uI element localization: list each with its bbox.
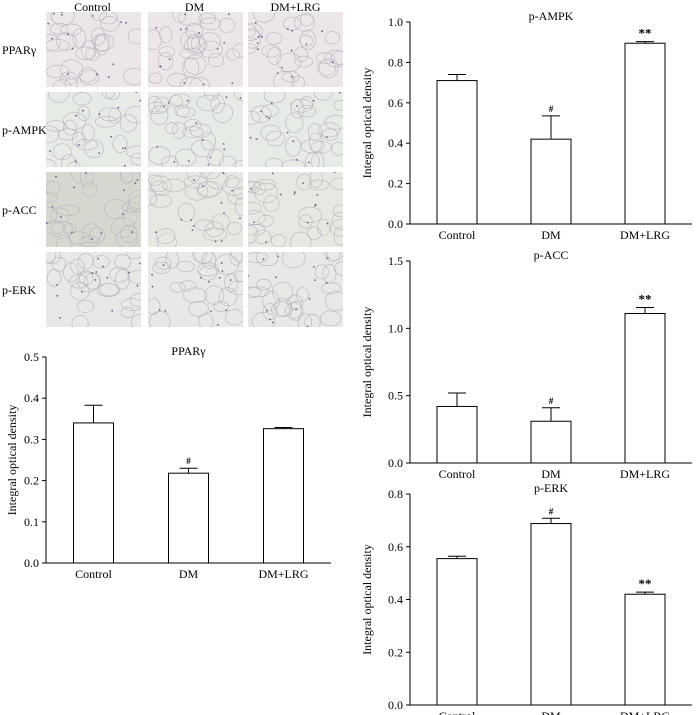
- x-tick-label: Control: [439, 467, 476, 481]
- x-tick-label: Control: [439, 709, 476, 715]
- y-tick-label: 1.0: [388, 15, 403, 29]
- chart-title: p-AMPK: [529, 9, 574, 23]
- significance-marker: #: [549, 396, 554, 406]
- micrograph-tile: [148, 252, 243, 327]
- y-tick-label: 0.0: [388, 217, 403, 231]
- y-tick-label: 0.5: [388, 389, 403, 403]
- y-axis-label: Integral optical density: [5, 405, 19, 516]
- bar: [530, 523, 572, 706]
- chart-pampk: 0.0 0.2 0.4 0.6 0.8 1.0 Integral optical densi…: [360, 9, 692, 242]
- y-tick-label: 0.6: [388, 96, 403, 110]
- x-tick-label: DM+LRG: [620, 467, 670, 481]
- bar: [624, 593, 666, 706]
- x-tick-label: DM+LRG: [620, 709, 670, 715]
- micrograph-panel: Control DM DM+LRG PPARγ p-AMPK p-ACC p-E…: [0, 0, 345, 335]
- x-tick-label: DM+LRG: [258, 567, 308, 581]
- row-label-pampk: p-AMPK: [2, 123, 47, 137]
- y-tick-label: 0.2: [388, 645, 403, 659]
- micrograph-tile: [248, 172, 343, 247]
- micrograph-tile: [248, 92, 343, 167]
- micrograph-tile: [248, 12, 343, 87]
- column-label-control: Control: [74, 0, 111, 14]
- x-tick-label: DM+LRG: [620, 228, 670, 242]
- y-tick-label: 0.0: [24, 556, 39, 570]
- bar: [530, 420, 572, 464]
- significance-marker: #: [549, 506, 554, 516]
- y-tick-label: 0.0: [388, 456, 403, 470]
- micrograph-tile: [148, 12, 243, 87]
- y-tick-label: 0.1: [24, 515, 39, 529]
- y-tick-label: 0.5: [24, 350, 39, 364]
- bar: [263, 428, 304, 564]
- x-tick-label: Control: [75, 567, 112, 581]
- micrograph-tile: [46, 12, 141, 87]
- micrograph-tile: [148, 172, 243, 247]
- chart-pparg: 0.0 0.1 0.2 0.3 0.4 0.5 Integral optical densi…: [5, 344, 331, 581]
- y-tick-label: 1.0: [388, 321, 403, 335]
- micrograph-tile: [46, 92, 141, 167]
- y-axis-label: Integral optical density: [360, 307, 374, 418]
- bar: [73, 422, 114, 564]
- significance-marker: **: [639, 291, 652, 306]
- bar: [530, 138, 572, 225]
- y-tick-label: 0.0: [388, 698, 403, 712]
- micrograph-tile: [248, 252, 343, 327]
- y-tick-label: 1.5: [388, 254, 403, 268]
- chart-title: p-ERK: [534, 481, 568, 495]
- y-tick-label: 0.4: [388, 593, 403, 607]
- micrograph-tile: [46, 252, 141, 327]
- y-tick-label: 0.8: [388, 487, 403, 501]
- y-tick-label: 0.8: [388, 55, 403, 69]
- y-tick-label: 0.3: [24, 432, 39, 446]
- column-label-dm-lrg: DM+LRG: [270, 0, 321, 14]
- y-tick-label: 0.6: [388, 540, 403, 554]
- x-tick-label: DM: [179, 567, 199, 581]
- significance-marker: **: [639, 576, 652, 591]
- row-label-pacc: p-ACC: [2, 203, 37, 217]
- y-axis-label: Integral optical density: [360, 544, 374, 655]
- chart-pacc: 0.0 0.5 1.0 1.5 Integral optical density p-AC…: [360, 248, 692, 481]
- x-tick-label: DM: [541, 467, 561, 481]
- significance-marker: #: [186, 456, 191, 466]
- y-tick-label: 0.4: [24, 391, 39, 405]
- row-label-perk: p-ERK: [2, 283, 36, 297]
- y-axis-label: Integral optical density: [360, 68, 374, 179]
- chart-title: p-ACC: [534, 248, 569, 262]
- chart-perk: 0.0 0.2 0.4 0.6 0.8 Integral optical density p…: [360, 481, 692, 715]
- x-tick-label: DM: [541, 228, 561, 242]
- y-tick-label: 0.2: [388, 177, 403, 191]
- y-tick-label: 0.4: [388, 136, 403, 150]
- bar: [624, 313, 666, 464]
- significance-marker: #: [549, 104, 554, 114]
- bar: [436, 80, 478, 225]
- row-label-pparg: PPARγ: [2, 43, 37, 57]
- bar: [436, 405, 478, 464]
- micrograph-tile: [46, 172, 141, 247]
- y-tick-label: 0.2: [24, 474, 39, 488]
- bar: [436, 558, 478, 706]
- significance-marker: **: [639, 26, 652, 41]
- chart-title: PPARγ: [171, 344, 206, 358]
- column-label-dm: DM: [184, 0, 205, 14]
- bar: [624, 42, 666, 225]
- bar: [168, 472, 209, 564]
- x-tick-label: Control: [439, 228, 476, 242]
- micrograph-tile: [148, 92, 243, 167]
- x-tick-label: DM: [541, 709, 561, 715]
